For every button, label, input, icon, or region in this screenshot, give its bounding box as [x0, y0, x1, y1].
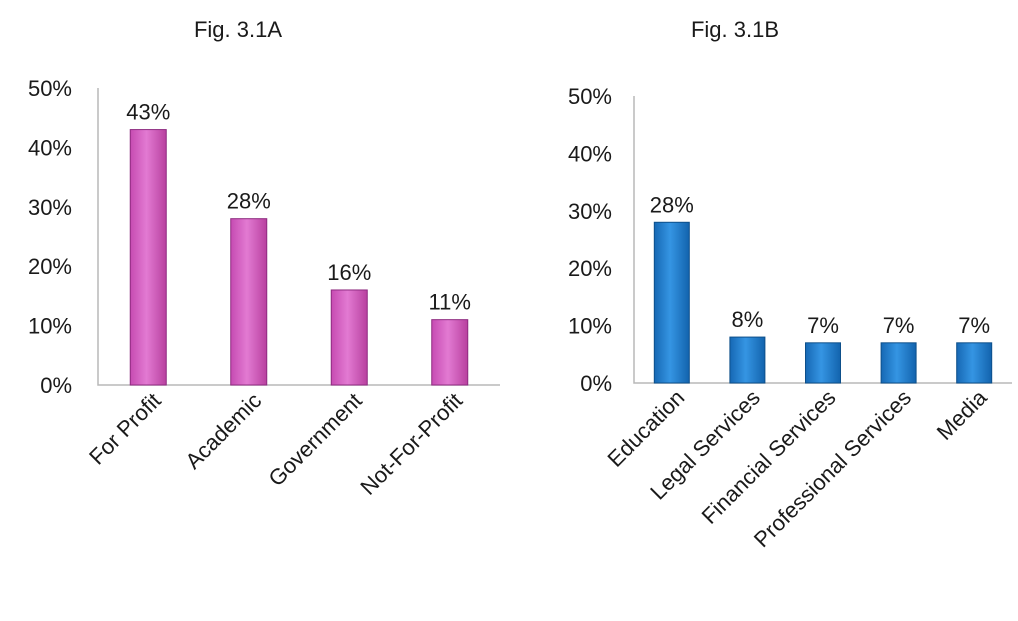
data-label: 16% [327, 260, 371, 285]
category-label: Media [932, 384, 993, 445]
y-tick-label: 50% [28, 76, 72, 101]
chart-a-x-axis: For Profit AcademicGovernmentNot-For-Prof… [84, 388, 467, 500]
y-tick-label: 20% [568, 256, 612, 281]
chart-b-data-labels: 28% 8% 7% 7% 7% [650, 192, 990, 338]
data-label: 7% [958, 313, 990, 338]
data-label: 7% [807, 313, 839, 338]
data-label: 28% [227, 189, 271, 214]
category-label: For Profit [84, 388, 166, 470]
data-label: 28% [650, 192, 694, 217]
bar [729, 336, 766, 384]
category-label: Academic [180, 388, 266, 474]
y-tick-label: 20% [28, 254, 72, 279]
chart-a-title: Fig. 3.1A [194, 17, 282, 42]
bar [653, 221, 690, 384]
y-tick-label: 50% [568, 84, 612, 109]
chart-a-y-axis: 0% 10% 20% 30% 40% 50% [28, 76, 72, 398]
category-label: Not-For-Profit [355, 388, 467, 500]
bar [230, 218, 268, 386]
data-label: 11% [429, 290, 471, 315]
bar [431, 319, 469, 386]
chart-b: Fig. 3.1B 0%10%20%30%40%50% 28%8% 7% 7% 7% … [568, 17, 1012, 552]
y-tick-label: 30% [568, 199, 612, 224]
data-label: 7% [883, 313, 915, 338]
bar [880, 342, 917, 384]
bar [805, 342, 841, 384]
chart-b-title: Fig. 3.1B [691, 17, 779, 42]
chart-b-y-axis: 0% 10% 20% 30% 40% 50% [568, 84, 612, 396]
bar [956, 342, 993, 384]
category-label: Government [264, 388, 367, 491]
chart-a-data-labels: 43% 28% 16% 11% [126, 100, 471, 315]
bar [129, 129, 167, 386]
y-tick-label: 0% [40, 373, 72, 398]
chart-b-bars [653, 221, 993, 384]
y-tick-label: 40% [28, 135, 72, 160]
chart-a-bars [129, 129, 469, 386]
data-label: 43% [126, 100, 170, 125]
chart-a: Fig. 3.1A 0% 10% 20% 30% 40% 50% 43% 28% 16% 11%… [28, 17, 500, 500]
bar [330, 289, 368, 386]
category-label: Financial Services [697, 385, 841, 529]
data-label: 8% [732, 307, 764, 332]
y-tick-label: 30% [28, 195, 72, 220]
y-tick-label: 10% [568, 314, 612, 339]
y-tick-label: 0% [580, 371, 612, 396]
y-tick-label: 40% [568, 141, 612, 166]
y-tick-label: 10% [28, 314, 72, 339]
chart-b-axis-line [633, 96, 1012, 384]
